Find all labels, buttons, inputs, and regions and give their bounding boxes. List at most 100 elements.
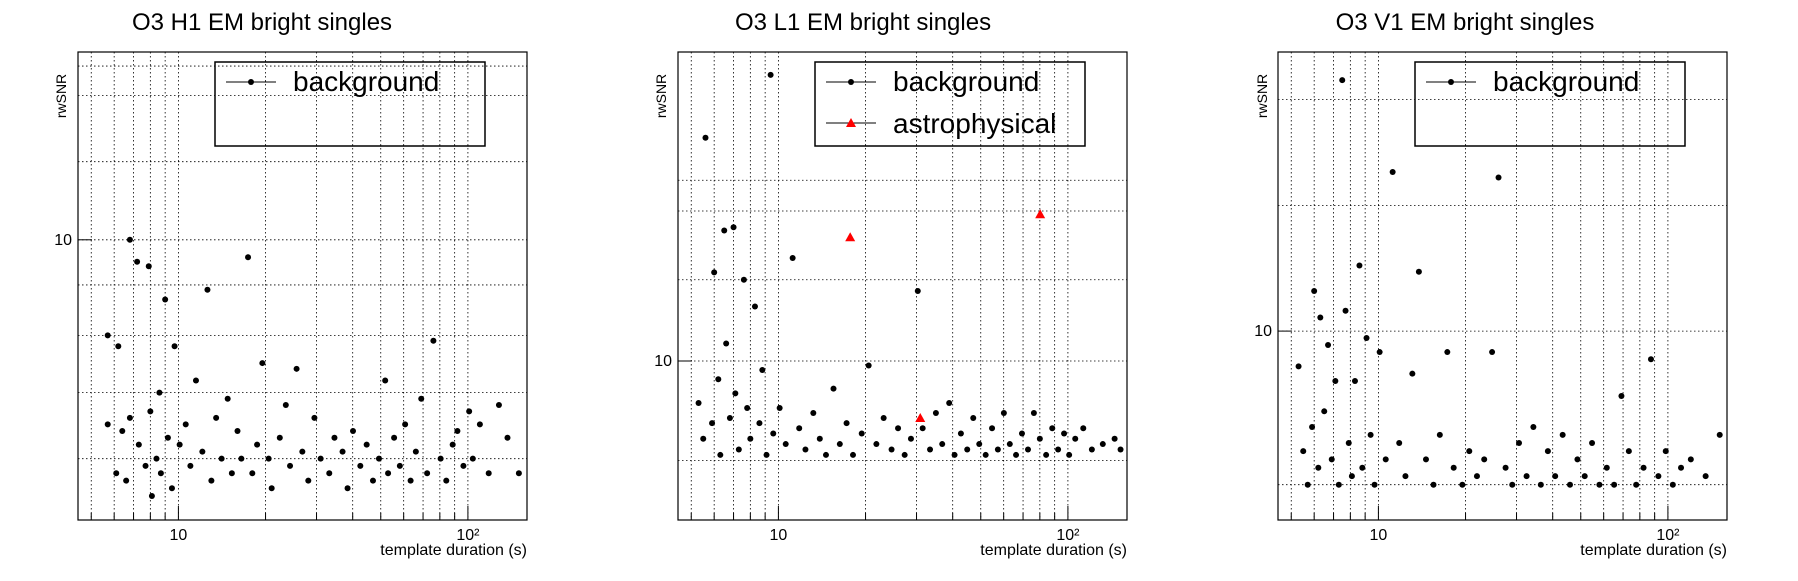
data-point-background bbox=[187, 462, 194, 469]
data-point-background bbox=[822, 451, 829, 458]
data-point-background bbox=[1061, 430, 1068, 437]
data-point-background bbox=[466, 408, 473, 415]
data-point-background bbox=[1315, 464, 1322, 471]
data-point-background bbox=[1574, 456, 1581, 463]
data-point-background bbox=[989, 425, 996, 432]
data-point-background bbox=[204, 286, 211, 293]
data-point-background bbox=[418, 395, 425, 402]
data-point-background bbox=[756, 420, 763, 427]
data-point-background bbox=[816, 435, 823, 442]
data-point-background bbox=[1072, 435, 1079, 442]
data-point-background bbox=[293, 365, 300, 372]
data-point-background bbox=[126, 414, 133, 421]
data-point-background bbox=[895, 425, 902, 432]
y-axis-label: rwSNR bbox=[653, 74, 669, 118]
x-tick-label: 10 bbox=[769, 527, 787, 544]
chart-title: O3 H1 EM bright singles bbox=[132, 9, 392, 36]
data-point-astrophysical bbox=[845, 232, 856, 242]
data-point-background bbox=[224, 395, 231, 402]
y-axis-label: rwSNR bbox=[53, 74, 69, 118]
data-point-background bbox=[702, 134, 709, 141]
data-point-background bbox=[1495, 174, 1502, 181]
data-point-background bbox=[135, 441, 142, 448]
data-point-background bbox=[865, 362, 872, 369]
plot-area: 10 10² 10 bbox=[54, 51, 528, 544]
data-point-background bbox=[407, 477, 414, 484]
data-point-background bbox=[1473, 473, 1480, 480]
data-point-background bbox=[1055, 446, 1062, 453]
data-point-background bbox=[964, 446, 971, 453]
data-point-background bbox=[176, 441, 183, 448]
data-point-background bbox=[1328, 456, 1335, 463]
data-point-background bbox=[363, 441, 370, 448]
data-point-background bbox=[1066, 451, 1073, 458]
data-point-background bbox=[1436, 431, 1443, 438]
data-point-background bbox=[776, 404, 783, 411]
data-point-background bbox=[767, 71, 774, 78]
data-point-background bbox=[927, 446, 934, 453]
plot-frame bbox=[77, 51, 528, 521]
data-point-background bbox=[357, 462, 364, 469]
data-point-background bbox=[1363, 335, 1370, 342]
data-point-background bbox=[1325, 342, 1332, 349]
data-point-background bbox=[369, 477, 376, 484]
data-point-background bbox=[145, 263, 152, 270]
data-point-background bbox=[721, 227, 728, 234]
legend-background-marker bbox=[1448, 79, 1454, 85]
data-point-background bbox=[147, 408, 154, 415]
data-point-background bbox=[1359, 464, 1366, 471]
data-point-background bbox=[1088, 446, 1095, 453]
data-point-background bbox=[939, 441, 946, 448]
data-point-background bbox=[1589, 439, 1596, 446]
data-point-background bbox=[156, 389, 163, 396]
data-point-background bbox=[396, 462, 403, 469]
data-point-background bbox=[907, 435, 914, 442]
data-point-background bbox=[1481, 456, 1488, 463]
x-tick-label: 10² bbox=[1656, 527, 1680, 544]
data-point-background bbox=[732, 390, 739, 397]
data-point-background bbox=[700, 435, 707, 442]
data-point-background bbox=[402, 421, 409, 428]
data-point-background bbox=[789, 254, 796, 261]
data-point-background bbox=[747, 435, 754, 442]
data-point-background bbox=[994, 446, 1001, 453]
data-point-background bbox=[1335, 481, 1342, 488]
data-point-background bbox=[1117, 446, 1124, 453]
data-point-background bbox=[1530, 423, 1537, 430]
data-point-background bbox=[1422, 456, 1429, 463]
data-point-background bbox=[932, 409, 939, 416]
data-point-background bbox=[282, 402, 289, 409]
data-point-background bbox=[375, 455, 382, 462]
data-point-background bbox=[162, 296, 169, 303]
data-point-background bbox=[976, 441, 983, 448]
data-point-background bbox=[157, 470, 164, 477]
data-point-background bbox=[1049, 425, 1056, 432]
data-point-background bbox=[437, 455, 444, 462]
data-point-background bbox=[1537, 481, 1544, 488]
data-point-background bbox=[1716, 431, 1723, 438]
data-point-background bbox=[276, 434, 283, 441]
data-point-background bbox=[1345, 439, 1352, 446]
data-point-background bbox=[153, 455, 160, 462]
data-point-background bbox=[740, 276, 747, 283]
data-point-background bbox=[1702, 473, 1709, 480]
data-point-background bbox=[412, 448, 419, 455]
data-point-background bbox=[1669, 481, 1676, 488]
data-point-background bbox=[259, 360, 266, 367]
data-point-background bbox=[113, 470, 120, 477]
data-point-background bbox=[1509, 481, 1516, 488]
data-point-background bbox=[104, 421, 111, 428]
plot-area: 10 10² 10 bbox=[1254, 51, 1728, 544]
legend: background bbox=[214, 61, 486, 147]
data-point-background bbox=[946, 400, 953, 407]
data-point-background bbox=[1348, 473, 1355, 480]
data-point-background bbox=[515, 470, 522, 477]
data-point-background bbox=[1415, 268, 1422, 275]
data-point-background bbox=[208, 477, 215, 484]
data-point-background bbox=[476, 421, 483, 428]
data-point-background bbox=[305, 477, 312, 484]
data-point-background bbox=[1655, 473, 1662, 480]
data-point-background bbox=[695, 400, 702, 407]
data-point-background bbox=[1544, 448, 1551, 455]
data-point-background bbox=[245, 254, 252, 261]
